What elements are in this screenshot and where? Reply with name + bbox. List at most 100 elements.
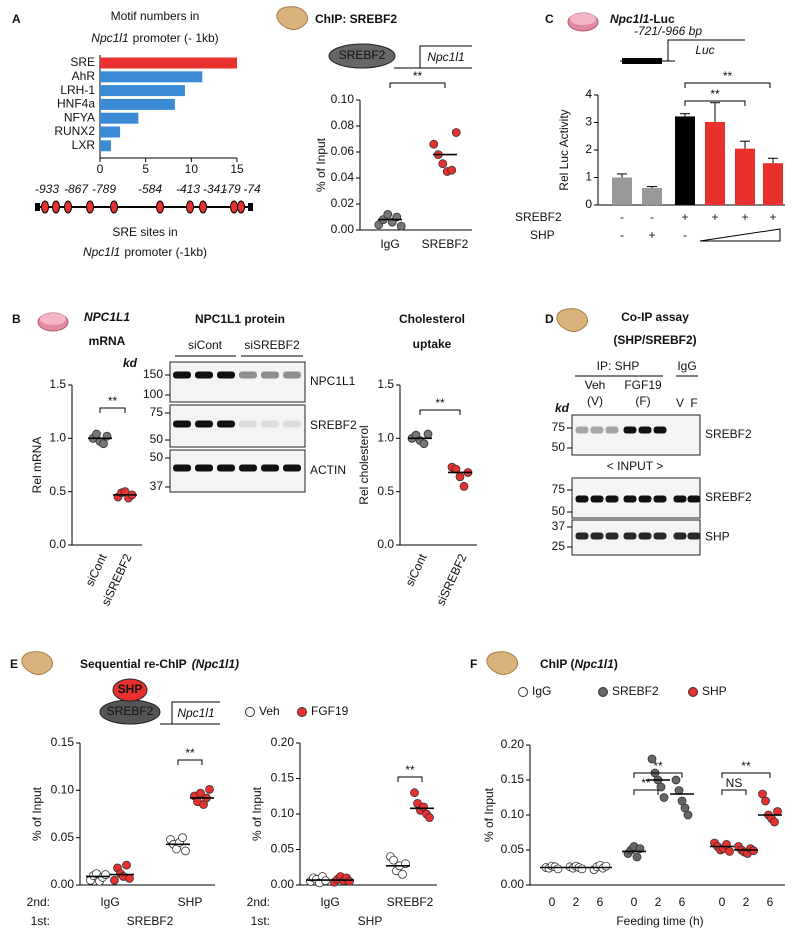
y-tick-label: 0.02 <box>331 196 355 210</box>
row-label: 2nd: <box>27 895 50 909</box>
chart-title-part: Npc1l1 <box>610 12 650 26</box>
blot-band <box>261 371 279 379</box>
x-tick-label: 0 <box>97 162 104 176</box>
panel-letter: E <box>10 657 18 671</box>
row-label: 1st: <box>31 914 50 928</box>
blot-band <box>687 495 701 503</box>
x-tick-label: 6 <box>767 895 774 909</box>
chart-title-part: ChIP ( <box>540 657 574 671</box>
blot-band <box>173 464 191 472</box>
y-tick-label: 0.10 <box>51 783 75 797</box>
marker-label: 150 <box>143 367 163 381</box>
dot <box>425 813 434 822</box>
y-tick-label: 0.10 <box>331 92 355 106</box>
bar <box>735 148 755 205</box>
chart-title: (SHP/SREBF2) <box>613 333 696 347</box>
diagram-caption-part: SRE sites in <box>112 225 177 239</box>
y-tick-label: 0.00 <box>331 222 355 236</box>
diagram-caption: Npc1l1 promoter (-1kb) <box>83 245 207 259</box>
blot-band <box>590 426 604 434</box>
blot-frame <box>169 404 306 448</box>
unit-label: kd <box>555 401 570 415</box>
blot-band <box>195 420 213 428</box>
y-tick-label: 0.15 <box>501 772 525 786</box>
sig-label: ** <box>435 396 445 410</box>
y-tick-label: 0.05 <box>51 830 75 844</box>
bar <box>675 116 695 205</box>
y-tick-label: 0.0 <box>49 537 66 551</box>
category-label: SRE <box>70 55 95 69</box>
gene-label: Npc1l1 <box>427 50 464 64</box>
y-axis-label: Rel cholesterol <box>357 425 371 504</box>
marker-label: 37 <box>552 519 566 533</box>
chart-title: ChIP (Npc1l1) <box>540 657 618 671</box>
blot-band <box>605 495 619 503</box>
y-tick-label: 0.5 <box>377 484 394 498</box>
row-label: SHP <box>530 228 555 242</box>
blot-label: SREBF2 <box>310 418 357 432</box>
row-mark: + <box>769 210 776 224</box>
dot <box>383 209 393 219</box>
chart-title-part: promoter (- 1kb) <box>133 31 219 45</box>
blot-band <box>217 371 235 379</box>
sig-label: ** <box>723 69 733 83</box>
lane-label: V <box>676 396 684 410</box>
blot-band <box>653 426 667 434</box>
row-label: 2nd: <box>247 895 270 909</box>
row-mark: + <box>711 210 718 224</box>
sig-label: ** <box>185 746 195 760</box>
y-tick-label: 0.00 <box>501 877 525 891</box>
blot-label: ACTIN <box>310 463 346 477</box>
dot <box>683 810 693 820</box>
panel-letter: A <box>12 12 21 26</box>
y-tick-label: 3 <box>585 115 592 129</box>
dot <box>181 846 190 856</box>
dish-icon <box>37 12 599 332</box>
y-axis-label: % of Input <box>30 786 44 841</box>
blot-band <box>590 532 604 540</box>
blot-band <box>283 464 301 472</box>
sig-label: ** <box>405 763 415 777</box>
diagram-caption-part: promoter (-1kb) <box>124 245 207 259</box>
x-axis-label: Feeding time (h) <box>616 914 703 928</box>
x-tick-label: IgG <box>320 895 339 909</box>
blot-band <box>575 426 589 434</box>
bar <box>100 140 111 152</box>
y-tick-label: 0 <box>585 197 592 211</box>
protein-shape <box>328 43 396 69</box>
blot-band <box>687 532 701 540</box>
x-tick-label: 6 <box>679 895 686 909</box>
category-label: RUNX2 <box>54 124 95 138</box>
blot-band <box>195 464 213 472</box>
blot-label: NPC1L1 <box>310 374 356 388</box>
y-tick-label: 0.10 <box>271 806 295 820</box>
y-tick-label: 1.5 <box>377 377 394 391</box>
dot <box>455 472 465 482</box>
category-label: LXR <box>72 138 96 152</box>
blot-band <box>653 495 667 503</box>
blot-band <box>261 464 279 472</box>
sig-bracket <box>389 82 446 88</box>
sig-bracket <box>397 776 423 782</box>
y-tick-label: 0.0 <box>377 537 394 551</box>
x-tick-label: 15 <box>230 162 244 176</box>
group-label: SREBF2 <box>127 914 174 928</box>
dot <box>459 481 469 491</box>
row-mark: + <box>681 210 688 224</box>
dot <box>647 754 657 764</box>
chart-title: Sequential re-ChIP (Npc1l1) <box>80 657 239 671</box>
chart-title: uptake <box>413 337 452 351</box>
x-tick-label: 0 <box>719 895 726 909</box>
gene-shape <box>394 45 472 69</box>
chart-title: NPC1L1 <box>84 310 130 324</box>
site-label: -867 <box>64 182 89 196</box>
dot <box>429 139 439 149</box>
x-tick-label: SREBF2 <box>387 895 434 909</box>
dot <box>396 221 406 231</box>
dot <box>659 793 669 802</box>
bar <box>612 177 632 205</box>
icon-shape <box>556 308 589 333</box>
y-tick-label: 1.0 <box>49 431 66 445</box>
protein-label: SREBF2 <box>107 704 154 718</box>
blot-band <box>217 420 235 428</box>
